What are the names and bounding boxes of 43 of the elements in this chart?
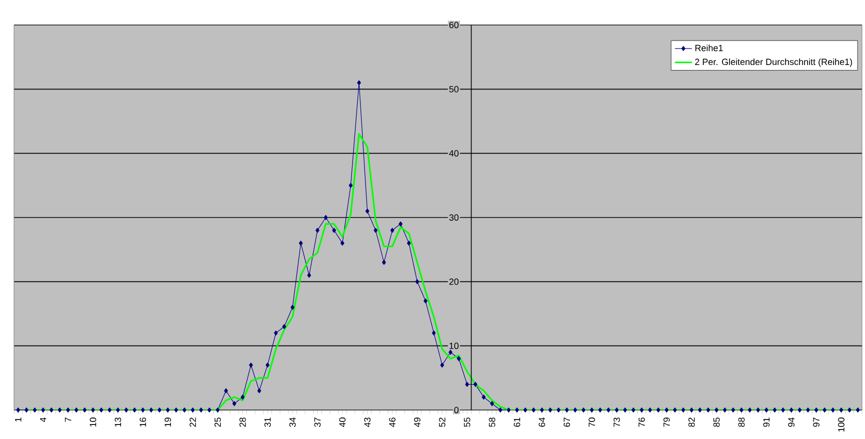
x-tick-label: 28 [239, 418, 246, 427]
x-tick-label: 64 [538, 417, 546, 427]
legend-label: 2 Per. Gleitender Durchschnitt (Reihe1) [695, 58, 852, 67]
y-tick-label: 50 [449, 86, 459, 92]
x-tick-label: 97 [813, 418, 820, 427]
x-tick-label: 76 [638, 418, 645, 427]
x-tick-label: 52 [438, 418, 446, 427]
x-tick-label: 61 [514, 418, 520, 427]
x-tick-label: 40 [339, 418, 346, 428]
x-tick-label: 91 [763, 418, 770, 427]
y-tick-label: 20 [449, 278, 459, 285]
x-tick-label: 37 [314, 418, 321, 427]
x-tick-label: 34 [289, 417, 296, 427]
x-tick-label: 7 [64, 418, 72, 422]
x-tick-label: 82 [688, 418, 695, 427]
x-tick-label: 13 [114, 418, 122, 427]
y-tick-label: 0 [454, 406, 459, 414]
x-tick-label: 88 [738, 418, 745, 427]
x-tick-label: 55 [464, 418, 470, 427]
x-tick-label: 31 [264, 418, 271, 427]
x-tick-label: 100 [838, 418, 844, 432]
y-tick-label: 10 [450, 342, 459, 350]
y-tick-label: 60 [449, 22, 459, 28]
x-tick-label: 16 [140, 418, 146, 427]
x-tick-label: 10 [90, 418, 96, 427]
x-tick-label: 79 [663, 418, 670, 427]
x-tick-label: 43 [364, 418, 371, 428]
x-tick-label: 58 [488, 418, 496, 427]
y-tick-label: 30 [449, 214, 459, 221]
x-tick-label: 49 [414, 418, 420, 428]
x-tick-label: 46 [389, 418, 396, 428]
x-tick-label: 19 [164, 418, 171, 427]
x-tick-label: 22 [190, 418, 196, 427]
x-tick-label: 1 [15, 418, 22, 422]
x-tick-label: 70 [588, 418, 596, 427]
y-tick-label: 40 [449, 150, 459, 157]
x-tick-label: 25 [214, 418, 221, 427]
x-tick-label: 94 [788, 417, 795, 427]
legend-label: Reihe1 [695, 44, 723, 52]
x-tick-label: 4 [40, 417, 46, 422]
x-tick-label: 85 [713, 418, 720, 427]
x-tick-label: 67 [564, 418, 570, 427]
x-tick-label: 73 [614, 418, 620, 427]
